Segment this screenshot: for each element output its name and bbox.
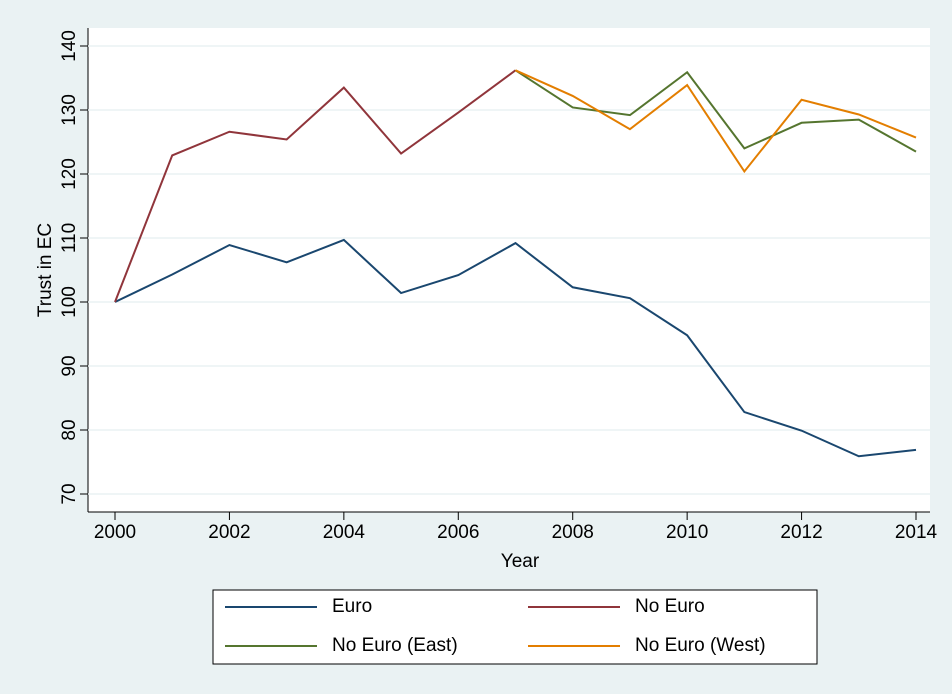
y-axis-title: Trust in EC <box>35 223 56 317</box>
y-tick-label: 130 <box>59 94 80 126</box>
y-tick-label: 90 <box>59 355 80 376</box>
y-tick-label: 80 <box>59 419 80 440</box>
legend-label: No Euro <box>635 596 705 617</box>
legend-label: No Euro (East) <box>332 635 458 656</box>
series-line <box>515 69 917 174</box>
x-tick-label: 2010 <box>666 522 708 543</box>
x-tick-label: 2004 <box>323 522 366 543</box>
y-tick-label: 110 <box>59 223 80 253</box>
legend-label: No Euro (West) <box>635 635 766 656</box>
series-line <box>514 69 917 153</box>
x-tick-label: 2000 <box>94 522 136 543</box>
plot-area <box>88 28 930 512</box>
y-tick-label: 100 <box>59 286 80 318</box>
x-axis-title: Year <box>501 551 540 572</box>
y-tick-label: 140 <box>59 30 80 62</box>
x-tick-label: 2008 <box>552 522 594 543</box>
series-line <box>114 238 917 458</box>
legend-box <box>212 589 818 665</box>
x-tick-label: 2012 <box>780 522 822 543</box>
x-tick-label: 2002 <box>208 522 250 543</box>
x-tick-label: 2014 <box>895 522 938 543</box>
x-tick-label: 2006 <box>437 522 479 543</box>
y-tick-label: 70 <box>59 483 80 504</box>
legend-label: Euro <box>332 596 372 617</box>
series-line <box>114 69 517 303</box>
y-tick-label: 120 <box>59 158 80 190</box>
